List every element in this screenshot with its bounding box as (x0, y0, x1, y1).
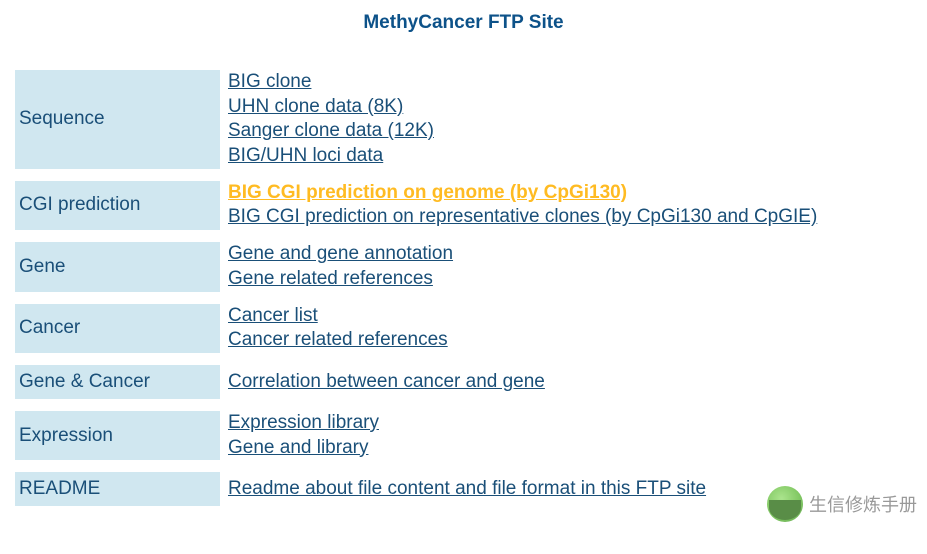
table-row: Gene & Cancer Correlation between cancer … (15, 365, 912, 399)
page-container: MethyCancer FTP Site Sequence BIG clone UH… (0, 0, 927, 528)
links-cell: BIG CGI prediction on genome (by CpGi130… (220, 181, 912, 230)
category-label: Gene (15, 242, 220, 291)
ftp-link[interactable]: Gene and gene annotation (228, 243, 453, 264)
table-row: CGI prediction BIG CGI prediction on geno… (15, 181, 912, 230)
ftp-link[interactable]: Gene related references (228, 268, 433, 289)
links-cell: Cancer list Cancer related references (220, 304, 912, 353)
category-label: Cancer (15, 304, 220, 353)
watermark-text: 生信修炼手册 (809, 491, 917, 517)
links-cell: Correlation between cancer and gene (220, 365, 912, 399)
table-row: Cancer Cancer list Cancer related referenc… (15, 304, 912, 353)
ftp-link[interactable]: BIG clone (228, 71, 311, 92)
ftp-link[interactable]: Gene and library (228, 437, 368, 458)
ftp-link[interactable]: Expression library (228, 412, 379, 433)
ftp-link[interactable]: Cancer related references (228, 329, 448, 350)
category-label: Gene & Cancer (15, 365, 220, 399)
links-cell: Expression library Gene and library (220, 411, 912, 460)
table-row: Gene Gene and gene annotation Gene related… (15, 242, 912, 291)
table-row: Sequence BIG clone UHN clone data (8K) Sang… (15, 70, 912, 169)
watermark: 生信修炼手册 (767, 486, 917, 522)
ftp-link[interactable]: Cancer list (228, 305, 318, 326)
ftp-link[interactable]: BIG CGI prediction on genome (by CpGi130… (228, 182, 627, 203)
ftp-link[interactable]: UHN clone data (8K) (228, 96, 403, 117)
ftp-link[interactable]: BIG CGI prediction on representative clo… (228, 206, 817, 227)
ftp-link[interactable]: Sanger clone data (12K) (228, 120, 434, 141)
links-cell: Gene and gene annotation Gene related ref… (220, 242, 912, 291)
ftp-link[interactable]: Readme about file content and file forma… (228, 478, 706, 499)
category-label: Sequence (15, 70, 220, 169)
category-label: CGI prediction (15, 181, 220, 230)
category-label: README (15, 472, 220, 506)
page-title: MethyCancer FTP Site (15, 12, 912, 34)
ftp-link[interactable]: BIG/UHN loci data (228, 145, 383, 166)
ftp-table: Sequence BIG clone UHN clone data (8K) Sang… (15, 58, 912, 518)
watermark-icon (767, 486, 803, 522)
category-label: Expression (15, 411, 220, 460)
ftp-link[interactable]: Correlation between cancer and gene (228, 371, 545, 392)
table-row: Expression Expression library Gene and lib… (15, 411, 912, 460)
links-cell: BIG clone UHN clone data (8K) Sanger clone… (220, 70, 912, 169)
